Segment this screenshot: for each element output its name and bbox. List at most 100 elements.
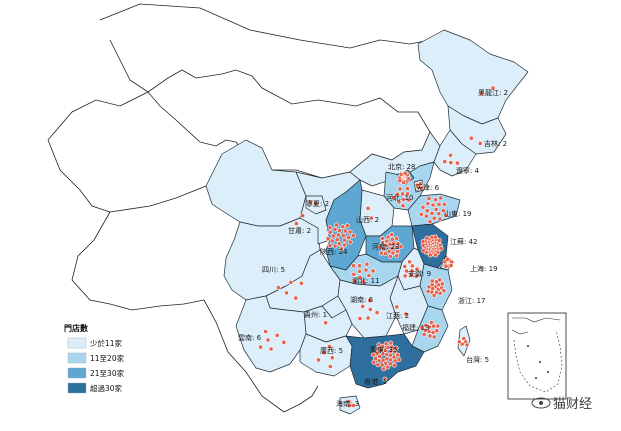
store-dot-guangxi	[321, 350, 327, 356]
store-dot-anhui	[404, 268, 409, 274]
store-dot-fujian	[428, 319, 434, 325]
store-dot-beijing	[402, 170, 408, 176]
store-dot-guangdong	[388, 340, 394, 346]
store-dot-shanxi	[368, 215, 374, 221]
province-heilongjiang	[417, 29, 529, 125]
label-jilin: 吉林: 2	[484, 139, 507, 148]
store-dot-shaanxi	[327, 229, 333, 235]
store-dot-shanxi	[365, 205, 371, 211]
store-dot-zhejiang	[441, 288, 447, 294]
store-dot-ningxia	[313, 200, 318, 206]
legend-item: 21至30家	[67, 367, 125, 379]
store-dot-hubei	[351, 271, 357, 277]
store-dot-beijing	[397, 178, 403, 183]
store-dot-shandong	[441, 201, 447, 207]
label-guizhou: 貴州: 1	[304, 310, 327, 319]
store-dot-hubei	[370, 268, 376, 274]
store-dot-guangdong	[380, 351, 386, 357]
store-dot-shaanxi	[335, 232, 341, 238]
province-layer	[205, 29, 529, 415]
store-dot-shandong	[443, 212, 449, 218]
store-dot-shandong	[431, 215, 437, 221]
store-dot-guangxi	[316, 357, 321, 363]
store-dot-hainan	[346, 398, 352, 404]
store-dot-hongkong	[382, 376, 388, 382]
store-dot-hebei	[401, 197, 407, 202]
store-dot-hebei	[397, 186, 403, 192]
russia-west-outline	[99, 3, 431, 93]
store-dot-zhejiang	[439, 281, 445, 287]
label-sichuan: 四川: 5	[262, 266, 285, 274]
province-xinjiang	[205, 139, 307, 227]
store-dot-sichuan	[293, 295, 299, 301]
store-dot-shaanxi	[327, 224, 333, 230]
store-dot-yunnan	[265, 337, 271, 343]
label-gansu: 甘肅: 2	[288, 226, 311, 235]
store-dot-hubei	[357, 263, 362, 269]
label-jiangxi: 江西: 2	[386, 312, 409, 320]
southeast-asia-outline	[203, 299, 319, 413]
store-dot-hainan	[350, 402, 356, 408]
store-dot-shandong	[427, 219, 433, 224]
store-dot-shandong	[425, 201, 431, 206]
store-dot-shaanxi	[346, 235, 352, 240]
store-dot-tianjin	[418, 185, 424, 191]
store-dot-shaanxi	[327, 243, 333, 249]
store-dot-zhejiang	[425, 288, 431, 294]
store-dot-anhui	[407, 259, 412, 265]
store-dot-shandong	[437, 216, 443, 222]
store-dot-hunan	[367, 306, 373, 312]
store-dot-henan	[383, 251, 388, 256]
store-dot-hebei	[406, 197, 412, 203]
store-dot-sichuan	[276, 285, 281, 290]
store-dot-shaanxi	[334, 237, 340, 242]
store-dot-yunnan	[263, 329, 268, 334]
store-dot-liaoning	[448, 152, 453, 158]
store-dot-shaanxi	[329, 238, 335, 244]
watermark-text: 猫财经	[553, 397, 592, 412]
store-dot-shaanxi	[336, 241, 342, 247]
store-dot-henan	[378, 250, 384, 256]
store-dot-hubei	[364, 261, 370, 267]
inset-island	[535, 377, 537, 379]
label-guangxi: 廣西: 5	[320, 346, 343, 355]
label-hunan: 湖南: 6	[350, 295, 374, 304]
legend-item: 超過30家	[67, 382, 123, 394]
store-dot-jilin	[477, 140, 483, 146]
store-dot-beijing	[398, 171, 404, 177]
store-dot-fujian	[435, 323, 441, 329]
store-dot-shandong	[426, 195, 432, 201]
store-dot-hebei	[394, 191, 400, 197]
store-dot-shaanxi	[347, 239, 353, 245]
store-dot-guangxi	[329, 355, 335, 361]
store-dot-henan	[395, 249, 401, 254]
store-dot-hubei	[366, 273, 372, 278]
label-shanghai: 上海: 19	[470, 264, 498, 273]
legend-swatch	[67, 382, 87, 394]
store-dot-liaoning	[455, 160, 460, 166]
store-dot-jiangxi	[394, 304, 400, 310]
store-dot-shaanxi	[334, 222, 339, 228]
label-hebei: 河北: 10	[386, 194, 414, 202]
store-dot-liaoning	[442, 159, 448, 165]
store-dot-shandong	[430, 202, 436, 208]
store-dot-shanghai	[448, 262, 454, 268]
store-dot-hebei	[400, 203, 406, 209]
legend: 門店數 少於11家 11至20家 21至30家 超過30家	[64, 323, 125, 394]
label-shanxi: 山西: 2	[356, 215, 379, 224]
store-dot-hubei	[351, 278, 357, 284]
label-ningxia: 寧夏: 2	[306, 199, 329, 208]
store-dot-shaanxi	[325, 236, 331, 241]
store-dot-guangdong	[393, 345, 399, 351]
watermark: 猫财经	[531, 397, 592, 412]
store-dot-zhejiang	[431, 293, 437, 298]
store-dot-shaanxi	[342, 228, 348, 234]
store-dot-henan	[394, 253, 400, 259]
store-dot-guangxi	[327, 344, 332, 349]
store-dot-shandong	[436, 201, 442, 207]
store-dot-henan	[394, 235, 399, 241]
store-dot-hebei	[400, 191, 405, 197]
store-dot-yunnan	[274, 332, 280, 338]
store-dot-taiwan	[464, 342, 470, 348]
